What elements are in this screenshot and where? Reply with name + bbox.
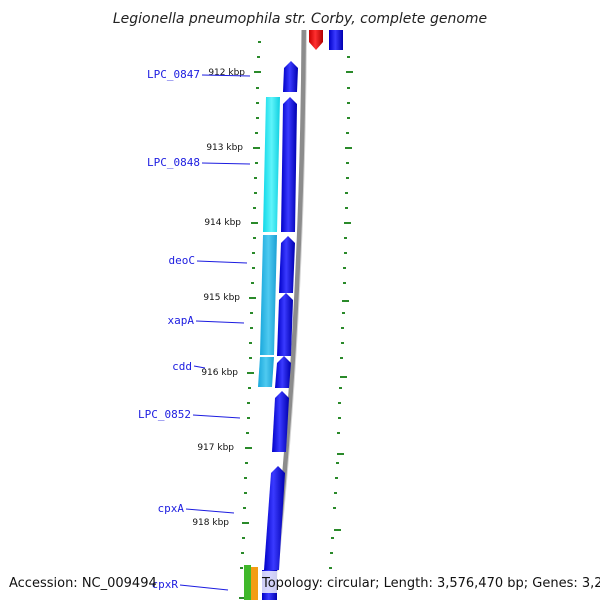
inner-tick-ring — [329, 56, 353, 569]
gene-labels: LPC_0847 LPC_0848 deoC xapA cdd LPC_0852… — [138, 68, 200, 591]
gene-label-cdd: cdd — [172, 360, 192, 373]
reverse-strand-gene-top — [309, 30, 323, 50]
gene-label-lpc0847: LPC_0847 — [147, 68, 200, 81]
forward-strand-gene-top — [329, 30, 343, 50]
tick-label-914: 914 kbp — [204, 218, 241, 228]
tick-label-916: 916 kbp — [201, 368, 238, 378]
gene-arrow-lpc0848 — [281, 97, 297, 232]
gene-label-cpxR: cpxR — [152, 578, 179, 591]
gene-label-cpxA: cpxA — [158, 502, 185, 515]
outer-tick-ring — [239, 41, 261, 599]
cds-deoC-xapA — [260, 235, 277, 355]
tick-label-915: 915 kbp — [203, 293, 240, 303]
gene-arrow-lpc0847 — [283, 61, 298, 92]
gene-label-xapA: xapA — [168, 314, 195, 327]
feature-orange — [251, 567, 258, 600]
tick-label-912: 912 kbp — [208, 68, 245, 78]
topology-text: Topology: circular; Length: 3,576,470 bp… — [261, 576, 600, 591]
gene-arrow-deoC — [279, 236, 295, 293]
feature-green — [244, 565, 251, 600]
gene-label-lpc0852: LPC_0852 — [138, 408, 191, 421]
tick-label-917: 917 kbp — [197, 443, 234, 453]
gene-arrow-cdd — [275, 356, 291, 388]
gene-arrow-cpxA — [264, 466, 285, 570]
cds-lpc0848 — [263, 97, 280, 232]
cds-cdd — [258, 357, 274, 387]
map-title: Legionella pneumophila str. Corby, compl… — [113, 11, 487, 27]
cds-feature-ring — [258, 97, 280, 387]
kbp-tick-labels: 912 kbp 913 kbp 914 kbp 915 kbp 916 kbp … — [192, 68, 245, 528]
gene-arrow-lpc0852 — [272, 391, 289, 452]
tick-label-918: 918 kbp — [192, 518, 229, 528]
accession-text: Accession: NC_009494 — [9, 576, 157, 591]
tick-label-913: 913 kbp — [206, 143, 243, 153]
gene-label-deoC: deoC — [169, 254, 196, 267]
gene-label-lpc0848: LPC_0848 — [147, 156, 200, 169]
gene-arrow-xapA — [277, 293, 293, 356]
gene-label-leaders — [179, 74, 251, 591]
